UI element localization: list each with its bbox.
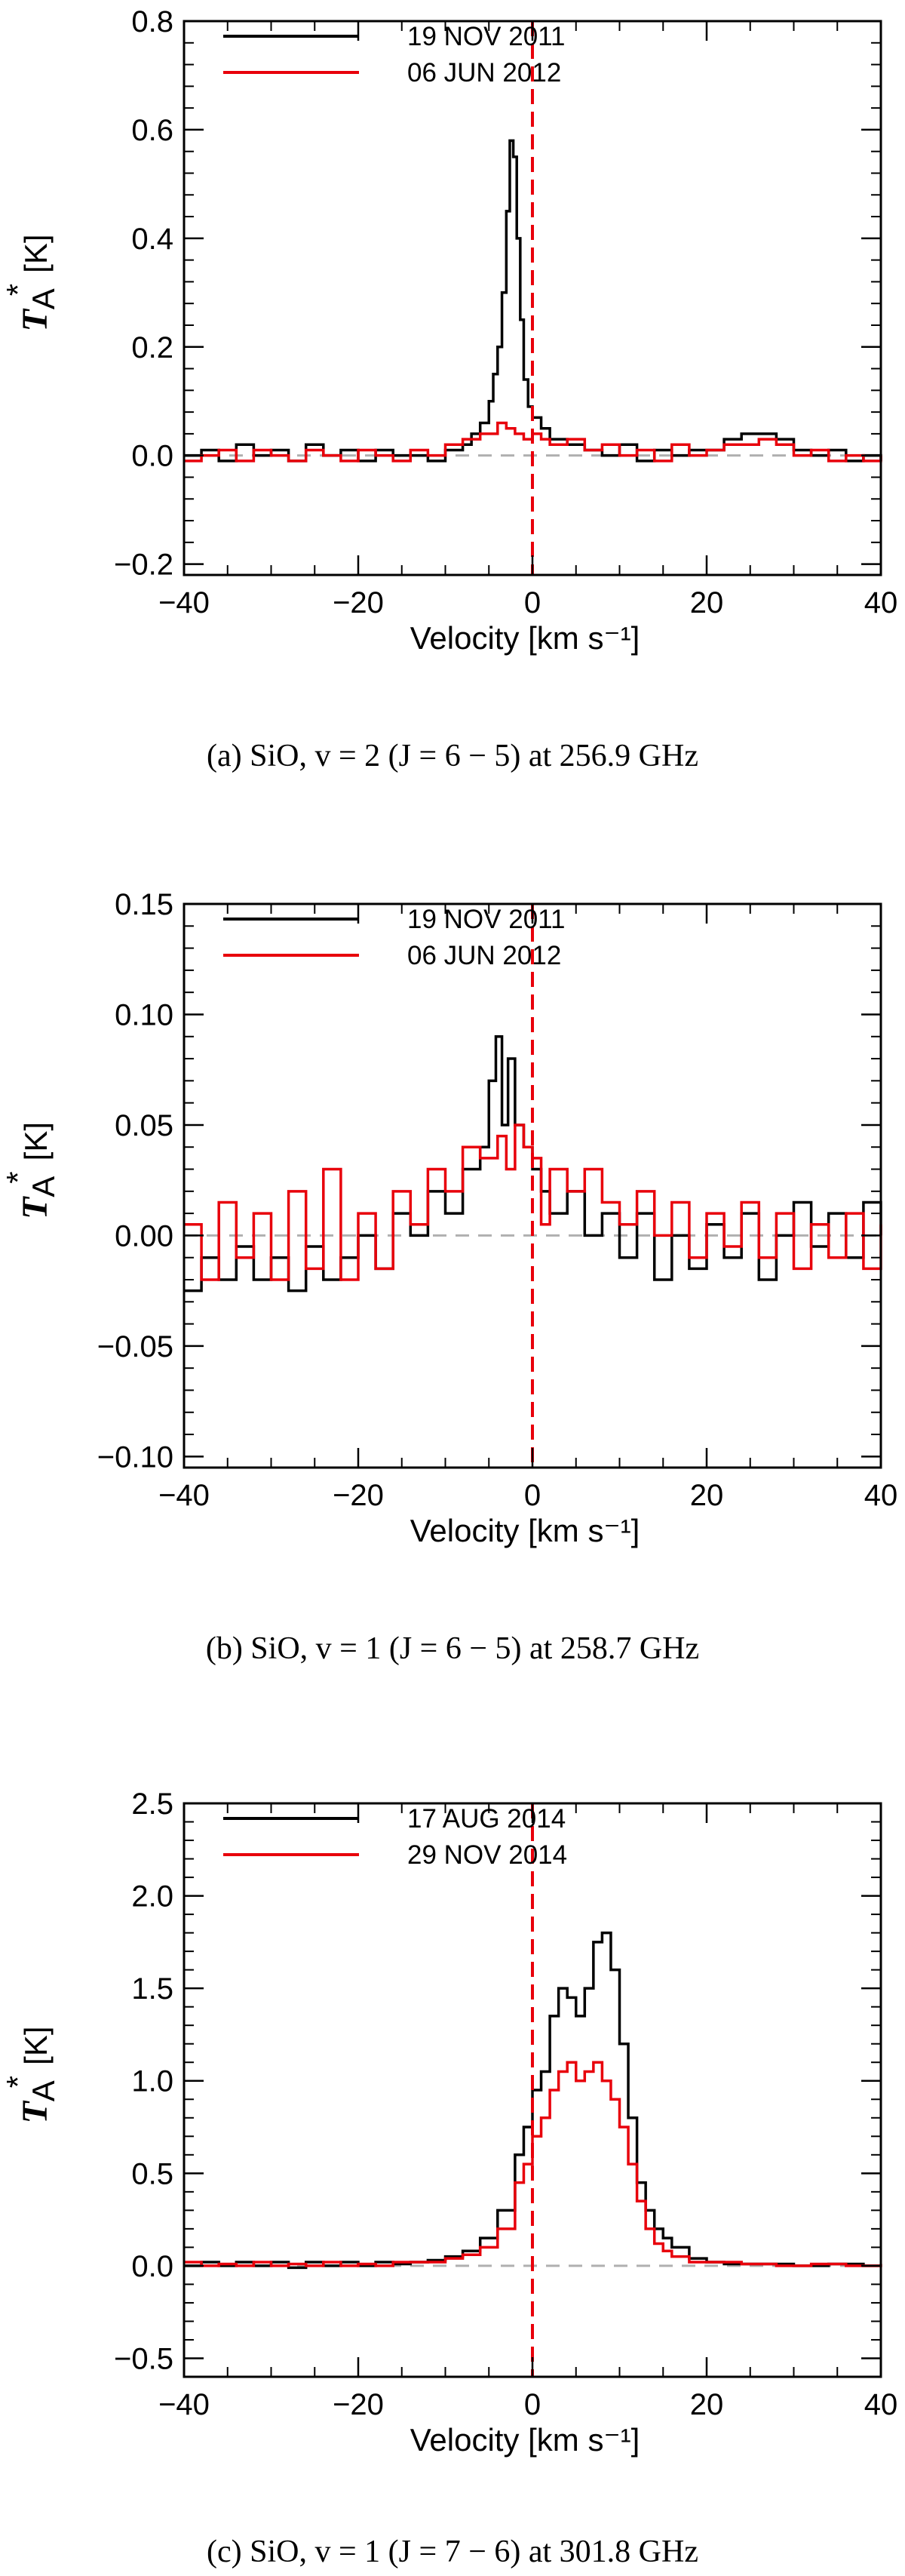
y-tick-label: 0.6 xyxy=(131,114,173,147)
x-tick-label: 0 xyxy=(524,1479,541,1512)
y-tick-label: −0.10 xyxy=(97,1440,173,1474)
y-axis-symbol: T xyxy=(15,1196,55,1219)
x-axis-title: Velocity [km s⁻¹] xyxy=(410,2422,640,2458)
y-axis-symbol: T xyxy=(15,309,55,332)
x-tick-label: 20 xyxy=(690,2388,724,2421)
y-tick-label: 1.5 xyxy=(131,1972,173,2006)
y-tick-label: 0.4 xyxy=(131,223,173,256)
chart-panel-c: −40 −20 0 20 40 −0.5 0.0 0.5 1.0 1.5 2.0 2.5 Velocit… xyxy=(0,1788,897,2569)
y-axis-superscript: * xyxy=(0,2076,35,2088)
y-tick-label: 0.15 xyxy=(115,888,173,921)
chart-panel-b: −40 −20 0 20 40 −0.10 −0.05 0.00 0.05 0.10 0.15 Vel… xyxy=(0,888,897,1666)
y-tick-label: 2.0 xyxy=(131,1880,173,1914)
y-tick-label: 1.0 xyxy=(131,2065,173,2098)
x-tick-label: 0 xyxy=(524,2388,541,2421)
legend-label: 06 JUN 2012 xyxy=(407,941,561,970)
x-tick-label: −40 xyxy=(158,1479,210,1512)
x-tick-label: 20 xyxy=(690,586,724,619)
x-tick-label: −40 xyxy=(158,586,210,619)
y-tick-label: 0.8 xyxy=(131,5,173,38)
series-line-black xyxy=(184,1931,881,2270)
x-tick-label: −20 xyxy=(333,1479,384,1512)
figure-caption: (a) SiO, v = 2 (J = 6 − 5) at 256.9 GHz xyxy=(207,739,698,773)
y-axis-title: TA* [K] xyxy=(0,2026,61,2123)
x-tick-label: −20 xyxy=(333,2388,384,2421)
y-tick-label: 0.00 xyxy=(115,1219,173,1253)
x-tick-label: 0 xyxy=(524,586,541,619)
y-axis-subscript: A xyxy=(26,288,61,309)
legend-label: 19 NOV 2011 xyxy=(407,22,566,51)
y-tick-label: 0.05 xyxy=(115,1109,173,1142)
y-tick-label: −0.5 xyxy=(114,2342,173,2375)
figure-caption: (c) SiO, v = 1 (J = 7 − 6) at 301.8 GHz xyxy=(207,2535,698,2569)
series-line-red xyxy=(184,1124,882,1281)
y-axis-unit: [K] xyxy=(18,234,54,272)
y-axis-unit: [K] xyxy=(18,2026,54,2064)
chart-panel-a: −40 −20 0 20 40 −0.2 0.0 0.2 0.4 0.6 0.8 Velocity [… xyxy=(0,5,897,773)
y-tick-label: 0.10 xyxy=(115,998,173,1031)
y-axis-superscript: * xyxy=(0,1171,35,1183)
y-axis-title: TA* [K] xyxy=(0,234,61,331)
x-tick-label: 40 xyxy=(864,1479,898,1512)
y-tick-label: −0.05 xyxy=(97,1330,173,1363)
figure-caption: (b) SiO, v = 1 (J = 6 − 5) at 258.7 GHz xyxy=(206,1631,699,1666)
x-tick-label: 40 xyxy=(864,586,898,619)
y-tick-label: 0.2 xyxy=(131,331,173,364)
y-tick-label: 0.0 xyxy=(131,440,173,473)
y-axis-symbol: T xyxy=(15,2101,55,2124)
y-tick-label: 0.5 xyxy=(131,2157,173,2190)
y-axis-subscript: A xyxy=(26,1176,61,1197)
legend-label: 17 AUG 2014 xyxy=(407,1804,566,1834)
y-axis-subscript: A xyxy=(26,2080,61,2101)
y-tick-label: 0.0 xyxy=(131,2250,173,2283)
y-tick-label: −0.2 xyxy=(114,549,173,582)
x-tick-label: −40 xyxy=(158,2388,210,2421)
x-tick-label: 40 xyxy=(864,2388,898,2421)
series-line-red xyxy=(184,421,882,463)
y-axis-superscript: * xyxy=(0,284,35,296)
series-line-red xyxy=(184,2061,882,2267)
x-tick-label: −20 xyxy=(333,586,384,619)
y-axis-title: TA* [K] xyxy=(0,1122,61,1219)
x-axis-title: Velocity [km s⁻¹] xyxy=(410,1513,640,1548)
legend-label: 29 NOV 2014 xyxy=(407,1840,567,1870)
y-axis-unit: [K] xyxy=(18,1122,54,1160)
y-tick-label: 2.5 xyxy=(131,1788,173,1821)
x-axis-title: Velocity [km s⁻¹] xyxy=(410,620,640,656)
x-tick-label: 20 xyxy=(690,1479,724,1512)
legend-label: 06 JUN 2012 xyxy=(407,58,561,88)
legend-label: 19 NOV 2011 xyxy=(407,905,566,934)
